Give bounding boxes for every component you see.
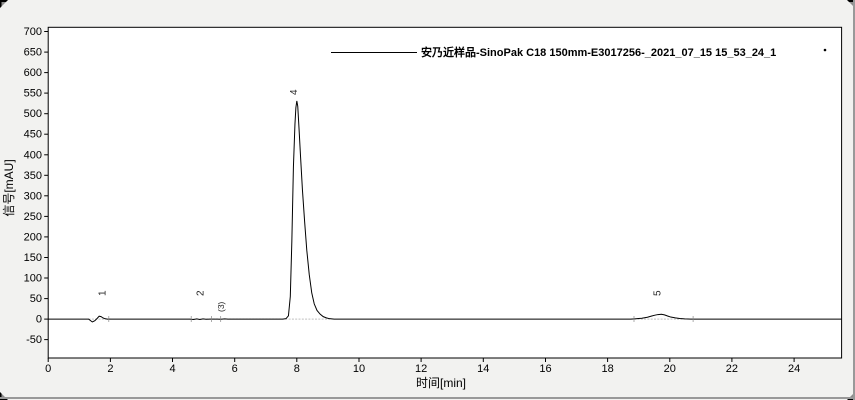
svg-text:200: 200 (24, 231, 42, 243)
svg-text:安乃近样品-SinoPak C18 150mm-E30172: 安乃近样品-SinoPak C18 150mm-E3017256-_2021_0… (421, 45, 776, 59)
svg-text:0: 0 (45, 363, 51, 375)
svg-text:350: 350 (24, 170, 42, 182)
svg-text:50: 50 (30, 293, 42, 305)
svg-text:(3): (3) (216, 301, 226, 312)
svg-text:2: 2 (107, 363, 113, 375)
svg-text:1: 1 (98, 290, 109, 296)
svg-text:400: 400 (24, 149, 42, 161)
svg-text:2: 2 (196, 290, 207, 296)
svg-text:-50: -50 (26, 334, 42, 346)
svg-text:0: 0 (36, 314, 42, 326)
svg-text:16: 16 (539, 363, 551, 375)
svg-text:5: 5 (652, 290, 663, 296)
svg-text:10: 10 (353, 363, 365, 375)
svg-text:450: 450 (24, 129, 42, 141)
svg-text:4: 4 (169, 363, 175, 375)
svg-text:100: 100 (24, 273, 42, 285)
svg-text:8: 8 (294, 363, 300, 375)
svg-text:250: 250 (24, 211, 42, 223)
svg-text:20: 20 (664, 363, 676, 375)
svg-text:时间[min]: 时间[min] (416, 376, 466, 390)
svg-text:600: 600 (24, 67, 42, 79)
svg-text:24: 24 (788, 363, 800, 375)
svg-text:12: 12 (415, 363, 427, 375)
svg-text:500: 500 (24, 108, 42, 120)
svg-text:22: 22 (726, 363, 738, 375)
svg-text:6: 6 (232, 363, 238, 375)
svg-text:14: 14 (477, 363, 489, 375)
svg-text:信号[mAU]: 信号[mAU] (2, 159, 16, 216)
svg-text:550: 550 (24, 88, 42, 100)
svg-text:4: 4 (289, 89, 300, 95)
svg-text:18: 18 (601, 363, 613, 375)
svg-text:300: 300 (24, 190, 42, 202)
svg-text:700: 700 (24, 26, 42, 38)
svg-text:150: 150 (24, 252, 42, 264)
svg-text:650: 650 (24, 47, 42, 59)
